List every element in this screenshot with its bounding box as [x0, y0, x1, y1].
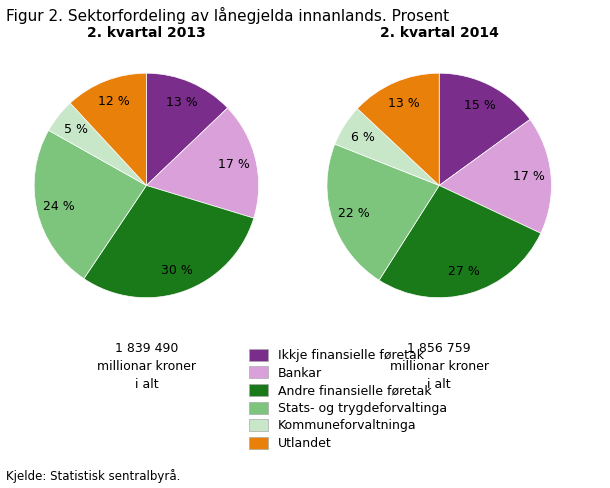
- Text: 1 856 759
millionar kroner
i alt: 1 856 759 millionar kroner i alt: [390, 342, 489, 390]
- Text: 30 %: 30 %: [160, 264, 193, 277]
- Wedge shape: [327, 144, 439, 280]
- Wedge shape: [357, 73, 439, 185]
- Wedge shape: [146, 108, 259, 218]
- Wedge shape: [335, 109, 439, 185]
- Wedge shape: [34, 130, 146, 279]
- Text: Kjelde: Statistisk sentralbyrå.: Kjelde: Statistisk sentralbyrå.: [6, 469, 181, 483]
- Text: 27 %: 27 %: [448, 265, 480, 278]
- Wedge shape: [146, 73, 228, 185]
- Wedge shape: [70, 73, 146, 185]
- Text: 17 %: 17 %: [512, 170, 545, 183]
- Text: 15 %: 15 %: [464, 99, 496, 112]
- Title: 2. kvartal 2013: 2. kvartal 2013: [87, 26, 206, 40]
- Text: 13 %: 13 %: [388, 97, 420, 109]
- Wedge shape: [439, 120, 551, 233]
- Title: 2. kvartal 2014: 2. kvartal 2014: [380, 26, 498, 40]
- Legend: Ikkje finansielle føretak, Bankar, Andre finansielle føretak, Stats- og trygdefo: Ikkje finansielle føretak, Bankar, Andre…: [249, 348, 447, 450]
- Text: 22 %: 22 %: [338, 207, 370, 220]
- Text: Figur 2. Sektorfordeling av lånegjelda innanlands. Prosent: Figur 2. Sektorfordeling av lånegjelda i…: [6, 7, 449, 24]
- Text: 17 %: 17 %: [218, 158, 249, 171]
- Wedge shape: [439, 73, 530, 185]
- Text: 5 %: 5 %: [64, 123, 88, 136]
- Text: 1 839 490
millionar kroner
i alt: 1 839 490 millionar kroner i alt: [97, 342, 196, 390]
- Wedge shape: [49, 103, 146, 185]
- Text: 13 %: 13 %: [166, 97, 198, 109]
- Text: 12 %: 12 %: [98, 95, 129, 108]
- Wedge shape: [379, 185, 540, 298]
- Text: 6 %: 6 %: [351, 131, 375, 144]
- Wedge shape: [84, 185, 254, 298]
- Text: 24 %: 24 %: [43, 200, 75, 213]
